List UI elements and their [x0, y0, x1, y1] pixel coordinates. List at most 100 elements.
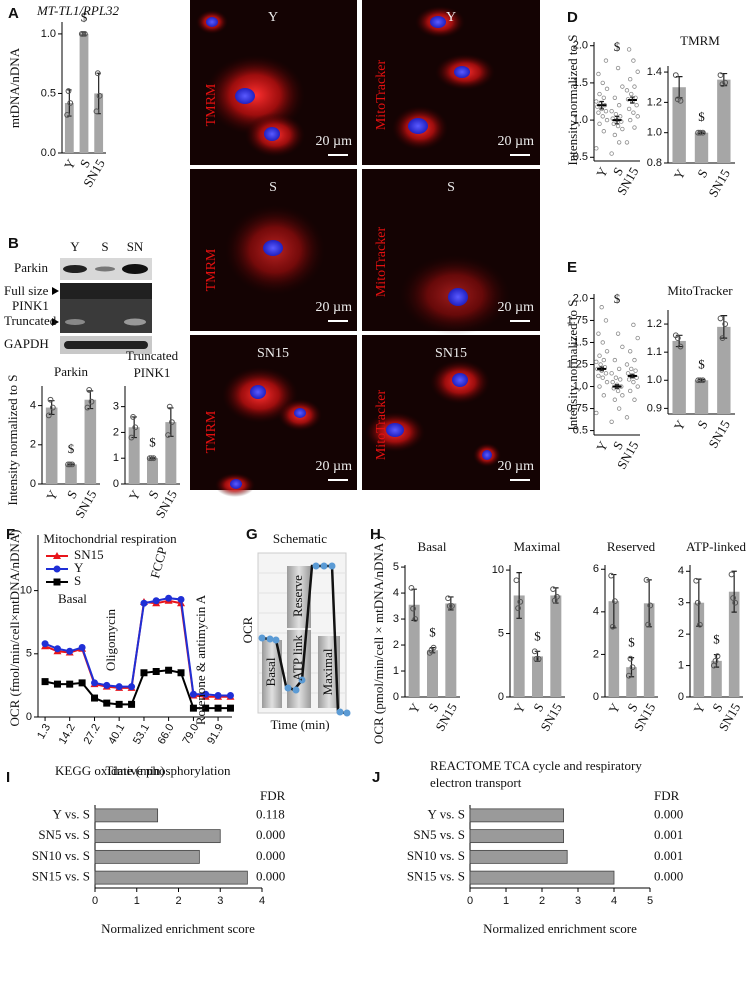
line-marker [189, 704, 197, 712]
x-tick-label: 1 [503, 895, 509, 907]
data-point [693, 577, 700, 584]
data-point [620, 84, 625, 89]
data-point [616, 103, 622, 108]
data-point [633, 368, 638, 373]
x-tick-label: Y [593, 438, 611, 454]
bar [64, 102, 74, 153]
significance-mark: $ [614, 39, 621, 54]
bar [65, 464, 77, 484]
data-point [615, 331, 621, 336]
data-point [599, 305, 604, 310]
condition-label: SN15 [435, 346, 467, 361]
blot-row-label: PINK1 [12, 298, 49, 313]
bar [94, 870, 248, 885]
data-point [65, 461, 71, 468]
line-marker [165, 666, 173, 674]
blot-row-label: Parkin [14, 260, 48, 275]
fdr-value: 0.000 [654, 869, 683, 884]
line-marker [53, 565, 61, 573]
chart-title: ATP-linked [686, 539, 746, 554]
data-point [714, 653, 721, 660]
y-tick-label: 3 [113, 401, 119, 413]
data-point [445, 595, 451, 602]
data-point [609, 151, 614, 156]
panel-letter: I [6, 769, 10, 786]
phase-label: Maximal [320, 648, 335, 695]
x-tick-label: Y [406, 700, 424, 716]
error-bar [698, 378, 705, 382]
x-axis-label: Normalized enrichment score [101, 921, 255, 936]
category-label: SN5 vs. S [38, 827, 90, 842]
data-point [624, 140, 630, 145]
microscopy-grid: Y Y S S SN15 SN15 TMRM TMRM TMRM MitoTra… [190, 0, 540, 497]
chart-title: Parkin [54, 364, 88, 379]
data-point [627, 117, 633, 123]
x-tick-label: SN15 [705, 417, 733, 450]
y-tick-label: 2 [113, 426, 119, 438]
category-label: SN15 vs. S [32, 869, 90, 884]
y-tick-label: 1.1 [647, 346, 662, 358]
legend-label: SN15 [74, 547, 104, 562]
significance-mark: $ [68, 441, 75, 456]
data-point [69, 461, 76, 468]
data-point [632, 397, 637, 402]
data-point [603, 58, 609, 63]
data-point [86, 387, 93, 393]
data-point [672, 72, 679, 78]
x-tick-label: 0 [467, 895, 473, 907]
y-tick-label: 1 [678, 659, 684, 671]
error-bar [168, 407, 174, 437]
data-point [600, 375, 605, 380]
data-point [64, 111, 71, 118]
error-bar [411, 588, 417, 621]
bar [550, 595, 562, 697]
scale-label: 20 µm [498, 300, 535, 315]
data-point [594, 99, 599, 104]
y-tick-label: 0.5 [41, 87, 56, 99]
blot-band [95, 266, 115, 272]
data-point [533, 656, 540, 662]
data-point [601, 95, 607, 100]
data-point [412, 616, 419, 622]
data-point [594, 410, 599, 416]
category-label: SN10 vs. S [32, 848, 90, 863]
condition-label: SN15 [257, 346, 289, 361]
annotation: Oligomycin [103, 608, 118, 671]
data-point [631, 110, 636, 115]
x-tick-label: 0 [92, 895, 98, 907]
y-tick-label: 1.75 [567, 314, 588, 326]
data-point [635, 384, 640, 389]
scale-label: 20 µm [316, 134, 353, 149]
x-tick-label: Y [61, 156, 79, 172]
bar [84, 399, 97, 484]
y-tick-label: 10 [492, 564, 504, 576]
x-tick-label: 3 [217, 895, 223, 907]
data-point [635, 69, 640, 74]
chart-title: MT-TL1/RPL32 [36, 3, 120, 18]
y-axis-label: OCR (pmol/min/cell × mtDNA/nDNA ) [371, 536, 386, 744]
data-point [146, 455, 153, 462]
significance-mark: $ [534, 628, 541, 643]
line-marker [53, 552, 61, 559]
x-tick-label: Y [593, 164, 611, 180]
data-point [47, 396, 54, 403]
fdr-value: 0.001 [654, 827, 683, 842]
y-tick-label: 1.0 [573, 114, 588, 126]
significance-mark: $ [149, 435, 156, 450]
x-tick-label: S [694, 417, 711, 431]
western-blot: Y S SN Parkin Full size PINK1 Truncated … [4, 239, 152, 354]
data-point [600, 114, 605, 119]
data-point [627, 655, 634, 662]
y-tick-label: 1.5 [573, 336, 588, 348]
data-point [643, 577, 650, 583]
data-point [647, 602, 654, 609]
data-point [80, 31, 87, 37]
data-point [631, 379, 636, 385]
x-tick-label: 27.2 [82, 722, 103, 747]
fdr-value: 0.000 [256, 827, 285, 842]
line-marker [165, 594, 173, 602]
data-point [49, 404, 56, 411]
data-point [148, 455, 155, 462]
x-tick-label: SN15 [705, 166, 733, 199]
x-tick-label: 53.1 [131, 722, 152, 747]
